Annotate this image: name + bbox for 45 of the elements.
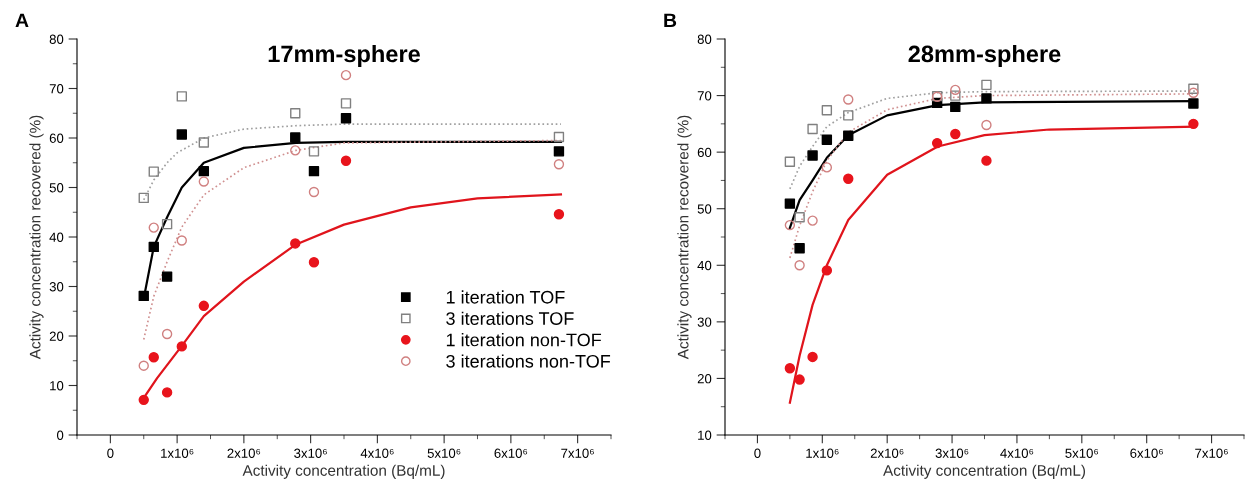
x-tick-label: 1x10⁶: [806, 448, 839, 458]
y-axis-title: Activity concentration recovered (%): [677, 115, 692, 360]
y-tick-label: 40: [49, 232, 64, 242]
x-tick-label: 0: [754, 448, 761, 458]
y-tick-label: 80: [49, 34, 64, 44]
y-tick-label: 0: [56, 430, 64, 440]
x-axis-title: Activity concentration (Bq/mL): [242, 464, 445, 479]
y-tick-label: 70: [697, 91, 712, 101]
y-tick-label: 20: [697, 374, 712, 384]
y-tick-label: 40: [697, 260, 712, 271]
x-tick-label: 4x10⁶: [1000, 448, 1034, 458]
y-tick-label: 60: [49, 133, 64, 143]
y-tick-label: 70: [49, 84, 64, 94]
y-tick-label: 50: [49, 183, 64, 193]
x-tick-label: 6x10⁶: [494, 448, 528, 458]
legend-label: 1 iteration non-TOF: [446, 333, 602, 347]
y-tick-label: 30: [697, 317, 712, 327]
x-tick-label: 7x10⁶: [1195, 448, 1228, 458]
x-tick-label: 5x10⁶: [1065, 448, 1099, 458]
x-tick-label: 7x10⁶: [561, 448, 594, 458]
x-axis-title: Activity concentration (Bq/mL): [883, 464, 1086, 479]
chart-title: 17mm-sphere: [268, 44, 420, 67]
chart-title: 28mm-sphere: [908, 44, 1061, 67]
y-tick-label: 60: [697, 147, 712, 158]
y-tick-label: 80: [697, 34, 712, 44]
y-tick-label: 50: [697, 204, 712, 214]
legend-label: 3 iterations TOF: [446, 311, 574, 325]
x-tick-label: 4x10⁶: [360, 448, 394, 458]
y-tick-label: 20: [49, 331, 64, 341]
x-tick-label: 1x10⁶: [161, 448, 194, 458]
y-tick-label: 10: [50, 381, 64, 391]
text: B: [664, 13, 677, 28]
x-tick-label: 2x10⁶: [227, 448, 261, 458]
x-tick-label: 0: [107, 448, 114, 458]
legend-label: 1 iteration TOF: [446, 290, 565, 304]
y-tick-label: 30: [49, 282, 64, 292]
text: A: [15, 13, 29, 28]
y-tick-label: 10: [698, 430, 712, 440]
x-tick-label: 5x10⁶: [427, 448, 461, 458]
y-axis-title: Activity concentration recovered (%): [29, 115, 44, 360]
x-tick-label: 2x10⁶: [870, 448, 904, 458]
x-tick-label: 6x10⁶: [1130, 448, 1163, 458]
x-tick-label: 3x10⁶: [935, 448, 969, 458]
legend-label: 3 iterations non-TOF: [446, 354, 611, 368]
x-tick-label: 3x10⁶: [294, 448, 327, 458]
